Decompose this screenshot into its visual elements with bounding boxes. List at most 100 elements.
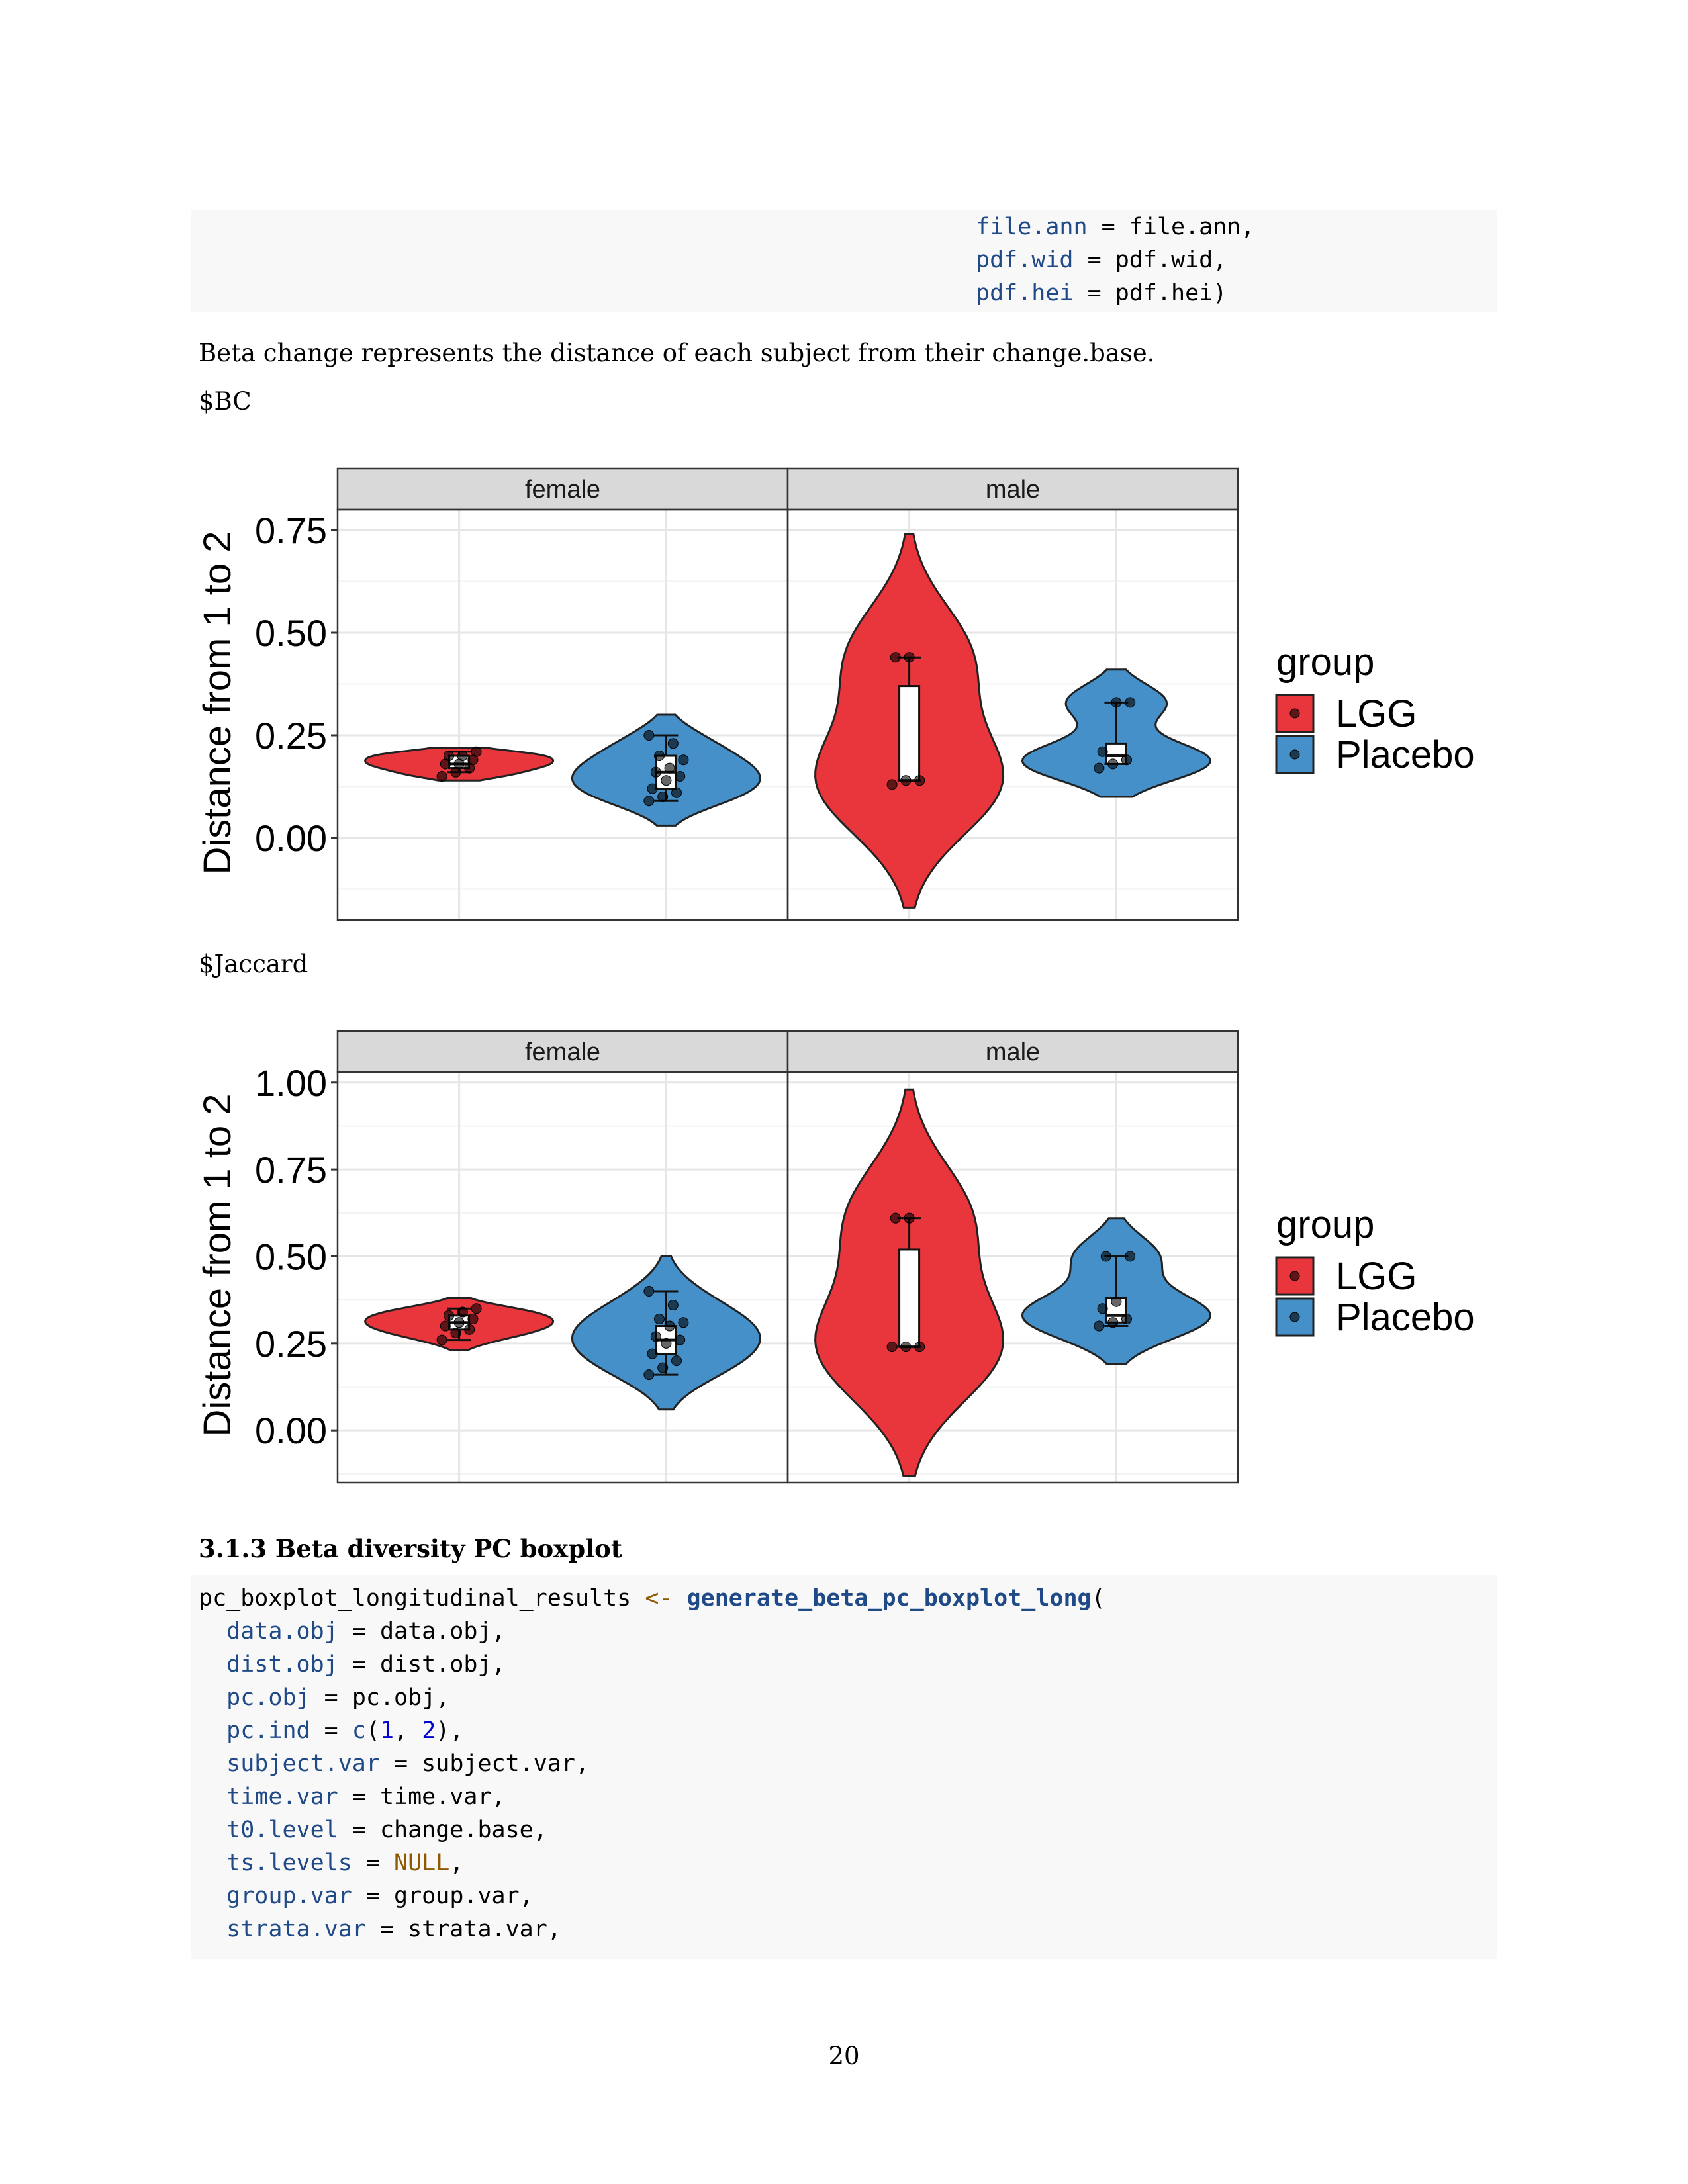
data-point	[1125, 697, 1136, 708]
legend-key-lgg	[1275, 1256, 1315, 1296]
code-value: data.obj,	[379, 1618, 506, 1645]
code-line: pdf.hei = pdf.hei)	[976, 280, 1227, 306]
data-point	[643, 730, 655, 741]
code-line: pdf.wid = pdf.wid,	[976, 247, 1227, 273]
code-arg: pc.obj	[226, 1684, 310, 1711]
code-arg: subject.var	[226, 1751, 380, 1777]
data-point	[444, 751, 454, 761]
output-label-bc: $BC	[199, 387, 252, 416]
data-point	[650, 1331, 661, 1342]
data-point	[664, 1320, 675, 1332]
legend-title: group	[1276, 641, 1374, 684]
data-point	[1100, 1251, 1111, 1262]
code-arg: pc.ind	[226, 1717, 310, 1744]
y-tick-label: 1.00	[255, 1062, 327, 1104]
legend-key-point	[1289, 749, 1300, 760]
code-block-top: file.ann = file.ann, pdf.wid = pdf.wid, …	[191, 210, 1497, 312]
code-token: ,	[449, 1850, 464, 1876]
code-token: 2	[422, 1717, 436, 1744]
code-value: strata.var,	[408, 1916, 561, 1942]
data-point	[661, 775, 672, 786]
data-point	[678, 754, 689, 766]
page-number: 20	[828, 2042, 860, 2070]
code-value: time.var,	[379, 1784, 506, 1810]
data-point	[661, 1338, 672, 1349]
data-point	[1121, 754, 1132, 766]
legend-title: group	[1276, 1203, 1374, 1246]
data-point	[1097, 1303, 1108, 1314]
data-point	[657, 1362, 669, 1373]
facet-strip	[786, 1030, 1239, 1073]
code-arg: file.ann	[976, 214, 1088, 240]
data-point	[450, 1328, 461, 1339]
code-value: pdf.hei)	[1115, 280, 1227, 306]
code-line: dist.obj = dist.obj,	[226, 1651, 506, 1678]
code-arg: dist.obj	[226, 1651, 338, 1678]
facet-label: male	[986, 476, 1040, 504]
panel-border	[786, 508, 1239, 921]
legend-entry-label: LGG	[1336, 692, 1417, 735]
code-value: pc.obj,	[352, 1684, 450, 1711]
data-point	[643, 796, 655, 807]
data-point	[900, 775, 912, 786]
data-point	[904, 1212, 915, 1224]
body-paragraph: Beta change represents the distance of e…	[199, 339, 1155, 367]
y-tick-label: 0.50	[255, 612, 327, 654]
code-line: pc.obj = pc.obj,	[226, 1684, 450, 1711]
code-value: dist.obj,	[379, 1651, 506, 1678]
y-tick-label: 0.00	[255, 817, 327, 859]
code-line: strata.var = strata.var,	[226, 1916, 561, 1942]
data-point	[1094, 762, 1105, 774]
facet-label: female	[525, 476, 600, 504]
data-point	[647, 1348, 658, 1359]
data-point	[643, 1286, 655, 1297]
violin-plot-jaccard-svg: female male 0.00 0.25 0.50 0.75 1.00 Distance f…	[196, 1030, 1475, 1484]
y-axis-label: Distance from 1 to 2	[196, 1094, 239, 1437]
data-point	[890, 652, 901, 663]
data-point	[1107, 1317, 1119, 1328]
y-tick-label: 0.50	[255, 1236, 327, 1277]
data-point	[457, 1306, 468, 1318]
code-line: t0.level = change.base,	[226, 1817, 547, 1843]
legend-key-point	[1289, 1271, 1300, 1281]
code-line: file.ann = file.ann,	[976, 214, 1255, 240]
data-point	[886, 1342, 898, 1353]
data-point	[444, 1310, 454, 1321]
data-point	[890, 1212, 901, 1224]
code-line: subject.var = subject.var,	[226, 1751, 590, 1777]
data-point	[440, 1320, 451, 1332]
y-axis-label: Distance from 1 to 2	[196, 531, 239, 875]
data-point	[643, 1369, 655, 1381]
data-point	[471, 746, 482, 757]
code-token: 1	[379, 1717, 395, 1744]
data-point	[1111, 1296, 1122, 1307]
data-point	[467, 1314, 479, 1325]
box	[898, 685, 921, 782]
panel-background	[338, 1072, 788, 1482]
data-point	[667, 738, 679, 749]
code-assign: <-	[645, 1585, 673, 1612]
y-tick-label: 0.25	[255, 1323, 327, 1365]
legend-key-placebo	[1275, 1297, 1315, 1337]
data-point	[664, 762, 675, 774]
data-point	[667, 1300, 679, 1311]
code-line: data.obj = data.obj,	[226, 1618, 506, 1645]
code-value: change.base,	[379, 1817, 547, 1843]
data-point	[471, 1303, 482, 1314]
data-point	[900, 1342, 912, 1353]
facet-label: male	[986, 1038, 1040, 1066]
code-token: ),	[436, 1717, 464, 1744]
facet-strip	[336, 1030, 789, 1073]
code-line: pc_boxplot_longitudinal_results <- gener…	[199, 1582, 1105, 1615]
data-point	[654, 751, 665, 761]
data-point	[657, 792, 669, 802]
code-value: group.var,	[394, 1883, 534, 1909]
data-point	[453, 1317, 465, 1328]
data-point	[671, 1355, 682, 1367]
box	[898, 1248, 921, 1348]
code-arg: group.var	[226, 1883, 352, 1909]
code-arg: ts.levels	[226, 1850, 352, 1876]
data-point	[678, 1317, 689, 1328]
violin-plot-bc: female male 0.00 0.25 0.50 0.75 Distance from …	[191, 457, 1497, 933]
violin-plot-jaccard: female male 0.00 0.25 0.50 0.75 1.00 Distance f…	[191, 1019, 1497, 1496]
